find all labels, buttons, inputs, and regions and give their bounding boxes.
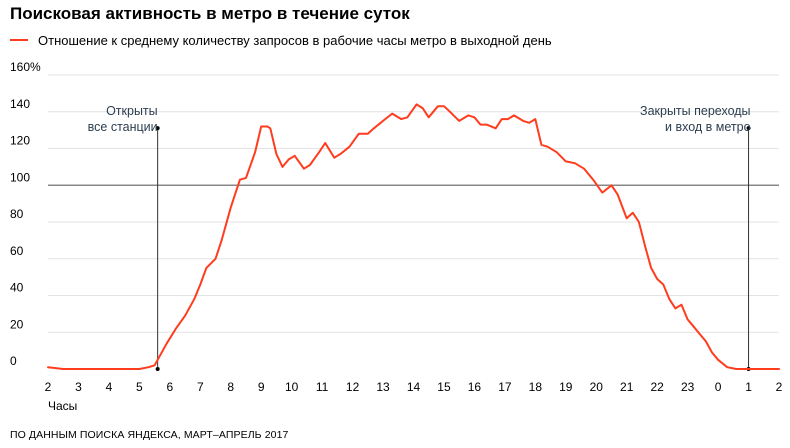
annotation-dot-bottom [155,367,160,371]
x-tick-label: 21 [620,380,634,394]
y-tick-label: 80 [10,207,24,221]
x-tick-label: 6 [166,380,173,394]
x-tick-label: 20 [590,380,604,394]
y-tick-label: 40 [10,281,24,295]
chart-title: Поисковая активность в метро в течение с… [10,4,410,23]
source-note: ПО ДАННЫМ ПОИСКА ЯНДЕКСА, МАРТ–АПРЕЛЬ 20… [10,429,289,441]
x-tick-label: 9 [258,380,265,394]
x-tick-label: 2 [776,380,783,394]
x-tick-label: 15 [437,380,451,394]
x-tick-label: 3 [75,380,82,394]
y-tick-label: 60 [10,244,24,258]
y-tick-label: 100 [10,170,30,184]
x-tick-label: 13 [376,380,390,394]
y-tick-label: 20 [10,317,24,331]
x-tick-label: 16 [468,380,482,394]
y-tick-label: 160% [10,60,41,74]
legend: Отношение к среднему количеству запросов… [10,32,552,48]
x-tick-label: 14 [407,380,421,394]
x-tick-label: 1 [745,380,752,394]
legend-swatch [10,39,28,41]
y-tick-label: 120 [10,134,30,148]
y-tick-label: 0 [10,354,17,368]
x-tick-label: 0 [715,380,722,394]
x-tick-label: 17 [498,380,512,394]
x-tick-label: 10 [285,380,299,394]
x-tick-label: 19 [559,380,573,394]
annotation-text: Закрыты переходы [640,104,751,118]
annotation-text: и вход в метро [665,120,751,134]
annotation-text: все станции [88,120,158,134]
annotation-text: Открыты [106,104,158,118]
x-tick-label: 23 [681,380,695,394]
x-tick-label: 18 [529,380,543,394]
x-tick-label: 11 [316,380,329,394]
y-tick-label: 140 [10,97,30,111]
annotation-dot-top [155,126,160,131]
legend-label: Отношение к среднему количеству запросов… [38,32,552,48]
x-tick-label: 7 [197,380,204,394]
x-tick-label: 22 [650,380,664,394]
annotation-dot-top [746,126,751,131]
x-tick-label: 8 [227,380,234,394]
x-tick-label: 12 [346,380,360,394]
x-tick-label: 5 [136,380,143,394]
x-axis-label: Часы [48,399,77,413]
x-tick-label: 2 [45,380,52,394]
x-tick-label: 4 [106,380,113,394]
series-line [47,103,780,370]
